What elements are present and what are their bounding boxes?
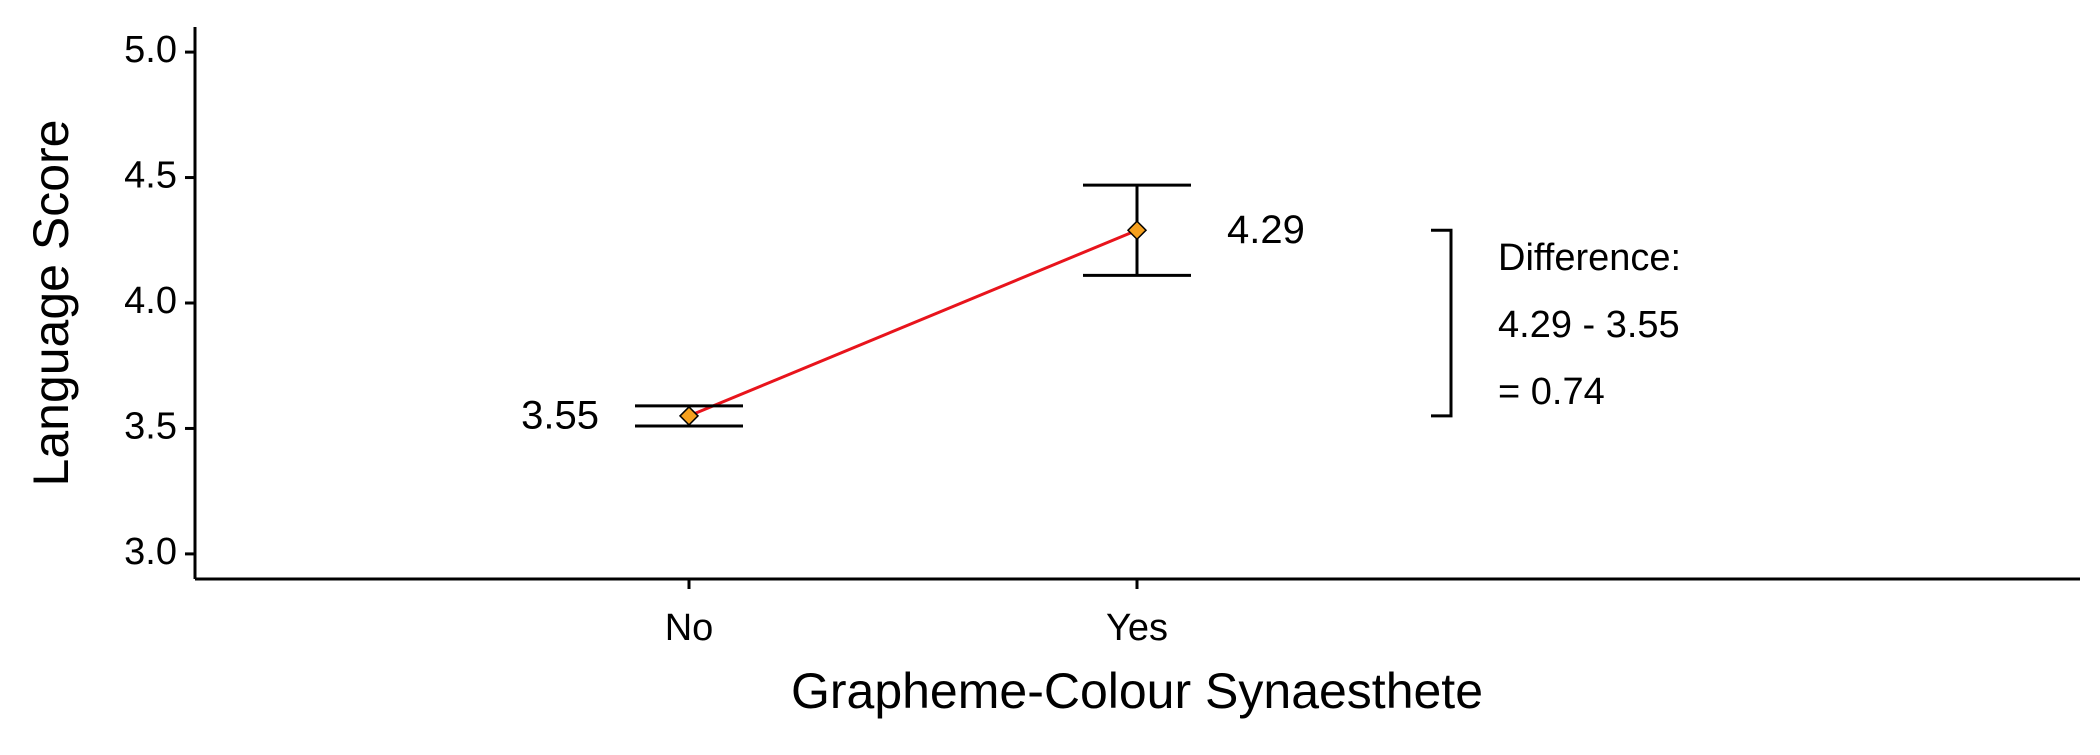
y-tick-label: 3.0 — [124, 531, 177, 573]
mean-marker — [678, 405, 700, 426]
mean-line — [688, 228, 1138, 418]
annotation-bracket — [1431, 228, 1453, 418]
value-label: 3.55 — [521, 393, 599, 437]
annotation-text: = 0.74 — [1498, 371, 1605, 413]
x-tick-label: No — [665, 607, 714, 649]
y-tick-label: 5.0 — [124, 29, 177, 71]
y-axis-title: Language Score — [23, 120, 79, 487]
value-label: 4.29 — [1227, 208, 1305, 252]
mean-marker — [1126, 220, 1148, 241]
y-tick-label: 3.5 — [124, 405, 177, 447]
y-tick-label: 4.5 — [124, 155, 177, 197]
annotation-text: Difference: — [1498, 237, 1681, 279]
y-tick-label: 4.0 — [124, 280, 177, 322]
x-tick-label: Yes — [1106, 607, 1168, 649]
x-axis-title: Grapheme-Colour Synaesthete — [791, 663, 1483, 719]
annotation-text: 4.29 - 3.55 — [1498, 304, 1680, 346]
